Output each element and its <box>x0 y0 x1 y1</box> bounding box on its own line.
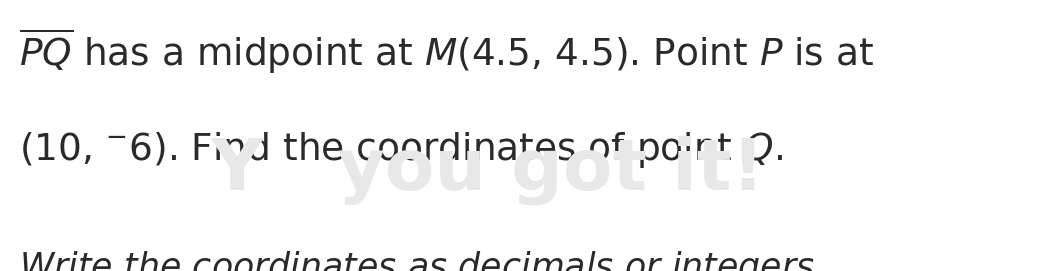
Text: $\overline{PQ}$ has a midpoint at $M$(4.5, 4.5). Point $P$ is at: $\overline{PQ}$ has a midpoint at $M$(4.… <box>19 27 874 76</box>
Text: (10, $^{-}$6). Find the coordinates of point $Q$.: (10, $^{-}$6). Find the coordinates of p… <box>19 130 783 170</box>
Text: $\it{Write\ the\ coordinates\ as\ decimals\ or\ integers.}$: $\it{Write\ the\ coordinates\ as\ decima… <box>19 249 823 271</box>
Text: Y   you got it!: Y you got it! <box>211 136 766 205</box>
